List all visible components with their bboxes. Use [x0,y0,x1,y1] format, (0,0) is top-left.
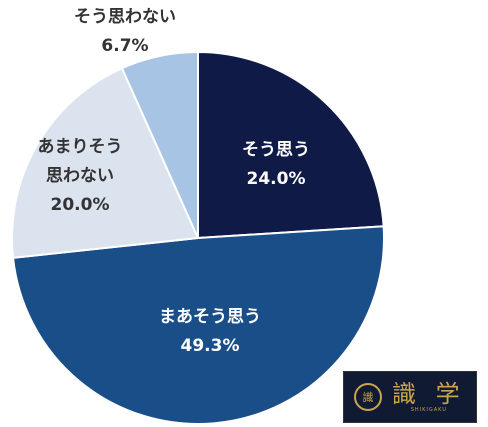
logo-seal-icon: 識 [354,383,382,411]
value-label-sou-omou: 24.0% [247,169,306,189]
category-label-amari-sou-omowanai: あまりそう [38,137,123,157]
category-label-maa-sou-omou: まあそう思う [159,307,261,327]
slice-maa-sou-omou [11,225,385,425]
category-label-sou-omou: そう思う [242,140,310,160]
value-label-maa-sou-omou: 49.3% [181,336,240,356]
slice-sou-omou [197,50,385,240]
category-label-amari-sou-omowanai: 思わない [46,166,114,186]
value-label-sou-omowanai: 6.7% [101,36,148,56]
shikigaku-logo: 識 識 学 SHIKIGAKU [343,371,477,423]
category-label-sou-omowanai: そう思わない [74,7,176,27]
value-label-amari-sou-omowanai: 20.0% [51,195,110,215]
logo-text: 識 学 [392,380,466,408]
logo-subtext: SHIKIGAKU [410,407,447,413]
slice-sou-omowanai [120,50,199,239]
slice-amari-sou-omowanai [11,66,200,259]
